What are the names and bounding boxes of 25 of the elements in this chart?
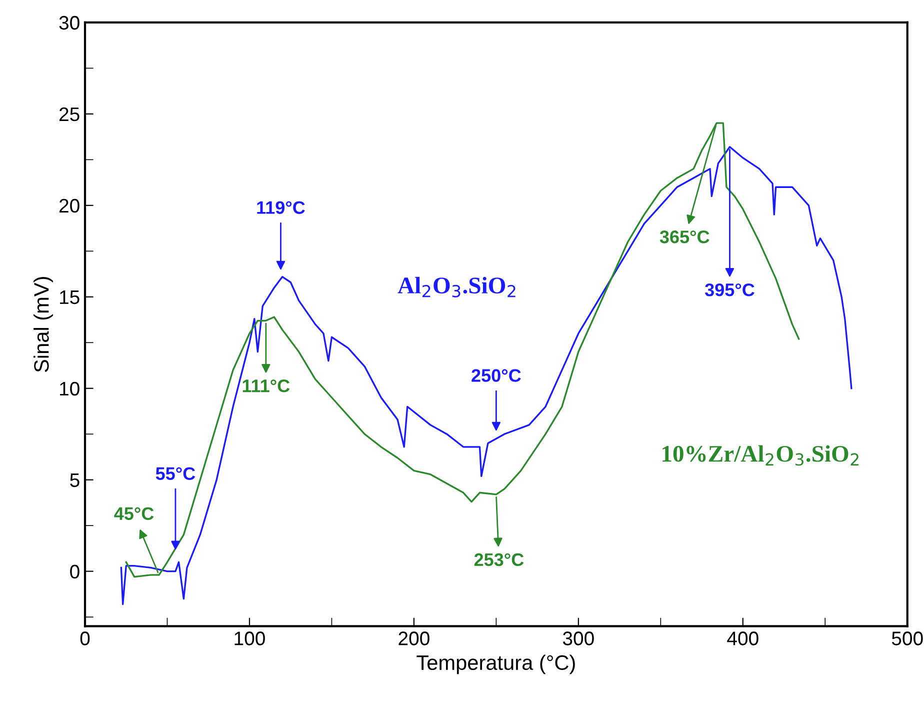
- y-tick-label: 30: [59, 16, 80, 30]
- y-tick-label: 25: [60, 107, 80, 122]
- annotation: 365°C: [660, 230, 710, 244]
- x-tick-label: 0: [80, 632, 90, 646]
- x-tick-label: 400: [727, 632, 758, 646]
- x-tick-label: 500: [892, 632, 923, 646]
- annotation: 45°C: [114, 507, 154, 520]
- text: 10%Zr/Al$_{2}$O$_{3}$.SiO$_{2}$: [662, 445, 858, 466]
- x-axis-title: Temperatura (°C): [416, 654, 575, 674]
- y-tick-label: 5: [70, 473, 80, 488]
- annotation: 253°C: [474, 553, 524, 566]
- x-tick-label: 100: [234, 632, 265, 646]
- y-tick-label: 10: [60, 382, 80, 396]
- annotation: 395°C: [704, 283, 754, 296]
- annotation: 55°C: [156, 467, 196, 480]
- y-tick-label: 20: [60, 198, 80, 213]
- annotation: 250°C: [472, 369, 521, 382]
- x-tick-label: 200: [398, 632, 430, 646]
- y-tick-label: 15: [60, 290, 80, 304]
- y-tick-label: 0: [70, 564, 80, 579]
- annotation: 111°C: [242, 379, 290, 392]
- text: Al$_{2}$O$_{3}$.SiO$_{2}$: [398, 276, 516, 298]
- x-tick-label: 300: [562, 632, 594, 646]
- annotation: 119°C: [257, 201, 305, 214]
- y-axis-title: Sinal (mV): [34, 276, 53, 372]
